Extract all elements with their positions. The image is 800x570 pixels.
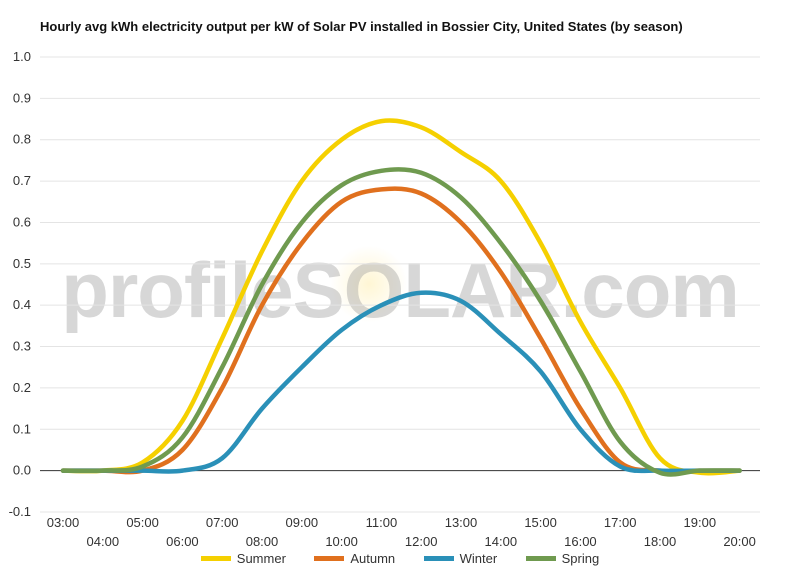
y-tick-label: 1.0 [13,49,31,64]
x-tick-label: 09:00 [286,515,319,530]
x-tick-label: 12:00 [405,534,438,549]
x-tick-label: 05:00 [126,515,159,530]
watermark: profileSOLAR.com [61,246,739,334]
y-tick-label: 0.3 [13,339,31,354]
y-tick-label: 0.9 [13,90,31,105]
x-tick-label: 13:00 [445,515,478,530]
grid [40,56,760,513]
x-tick-label: 14:00 [485,534,518,549]
legend-swatch [525,555,556,561]
y-tick-label: 0.1 [13,421,31,436]
x-tick-label: 08:00 [246,534,279,549]
series-line-autumn [60,186,742,475]
y-tick-label: 0.6 [13,214,31,229]
x-tick-label: 07:00 [206,515,239,530]
y-tick-label: 0.8 [13,132,31,147]
legend-label: Summer [236,550,286,566]
x-tick-label: 20:00 [723,534,756,549]
legend-item-winter[interactable]: Winter [423,550,498,566]
legend-swatch [314,555,345,561]
series-line-winter [60,290,742,474]
y-tick-label: 0.2 [13,380,31,395]
x-tick-label: 17:00 [604,515,637,530]
legend-label: Spring [561,550,600,566]
series-line-summer [60,118,742,476]
legend-item-spring[interactable]: Spring [525,550,600,566]
y-tick-label: -0.1 [9,504,31,519]
y-tick-label: 0.0 [13,463,31,478]
legend-item-autumn[interactable]: Autumn [314,550,395,566]
chart-title: Hourly avg kWh electricity output per kW… [40,19,683,34]
series-lines [60,118,742,477]
legend: Summer Autumn Winter Spring [0,549,800,567]
x-tick-label: 16:00 [564,534,597,549]
x-tick-label: 06:00 [166,534,199,549]
x-tick-label: 03:00 [47,515,80,530]
x-axis: 03:00 04:00 05:00 06:00 07:00 08:00 09:00 10:00… [47,515,756,549]
chart: -0.1 0.0 0.1 0.2 0.3 0.4 0.5 0.6 0.7 0.8 0.9 1.0 03… [9,49,760,549]
y-axis: -0.1 0.0 0.1 0.2 0.3 0.4 0.5 0.6 0.7 0.8 0.9 1.0 [9,49,31,519]
x-tick-label: 10:00 [325,534,358,549]
legend-label: Autumn [350,550,396,566]
x-tick-label: 18:00 [644,534,677,549]
legend-label: Winter [459,550,498,566]
y-tick-label: 0.5 [13,256,31,271]
x-tick-label: 11:00 [366,515,398,530]
legend-swatch [200,555,231,561]
y-tick-label: 0.7 [13,173,31,188]
x-tick-label: 19:00 [684,515,717,530]
series-line-spring [60,167,742,477]
y-tick-label: 0.4 [13,297,31,312]
legend-swatch [423,555,454,561]
x-tick-label: 15:00 [524,515,557,530]
legend-item-summer[interactable]: Summer [200,550,286,566]
x-tick-label: 04:00 [87,534,120,549]
